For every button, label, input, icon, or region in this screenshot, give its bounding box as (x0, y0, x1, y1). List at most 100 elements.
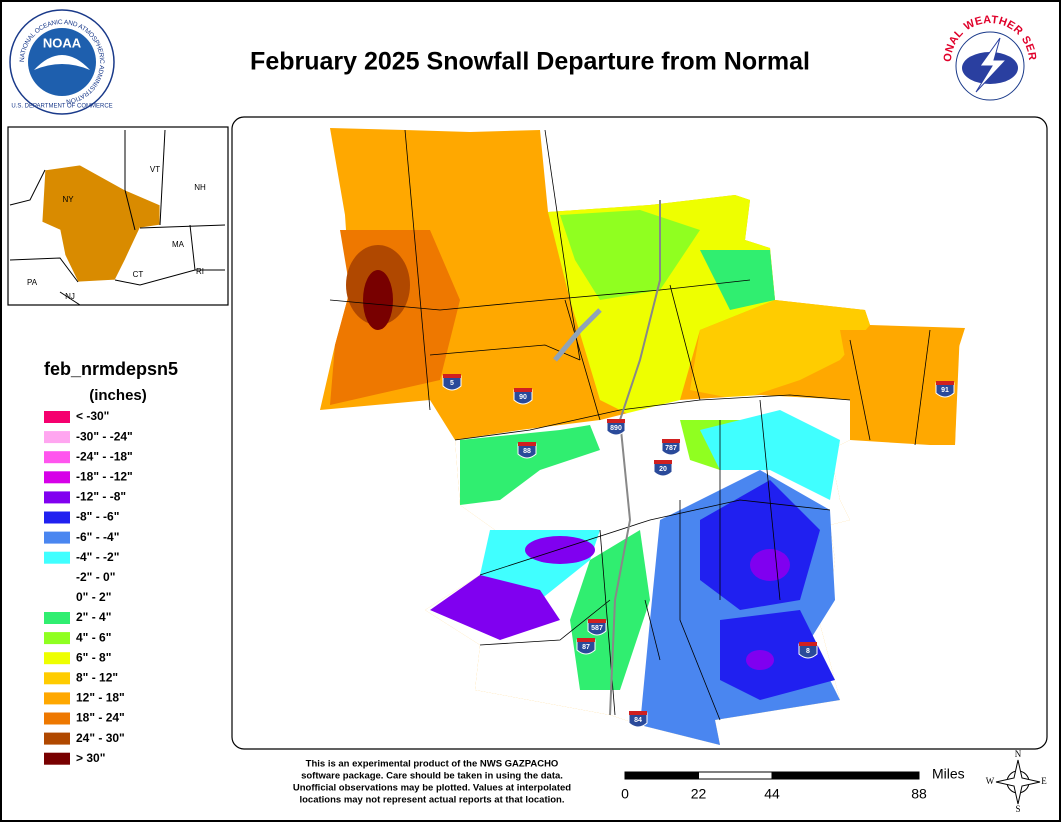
legend-swatch (44, 652, 70, 665)
legend-swatch (44, 471, 70, 484)
highway-label: 787 (665, 445, 677, 452)
legend-label: 18" - 24" (76, 711, 125, 725)
map-region (750, 549, 790, 581)
county-border (914, 329, 931, 446)
inset-border (114, 269, 225, 286)
map-region (363, 270, 393, 330)
inset-border (9, 257, 79, 283)
highway-shield (628, 712, 648, 728)
legend-label: 24" - 30" (76, 731, 125, 745)
highway-label: 587 (591, 625, 603, 632)
county-border (564, 299, 601, 421)
highway-label: 88 (523, 448, 531, 455)
inset-label: RI (196, 267, 204, 276)
inset-label: PA (27, 278, 38, 287)
legend-swatch (44, 591, 70, 604)
inset-label: MA (172, 240, 185, 249)
inset-border (59, 291, 81, 306)
map-region (720, 610, 835, 700)
legend-label: -8" - -6" (76, 510, 119, 524)
highway-shield (653, 461, 673, 477)
legend-swatch (44, 451, 70, 464)
highway-label: 5 (450, 380, 454, 387)
legend-swatch (44, 491, 70, 504)
highway-shield-top (629, 711, 647, 715)
county-border (679, 500, 721, 721)
inset-border (159, 129, 166, 226)
compass-label: E (1041, 776, 1047, 786)
map-region (746, 650, 774, 670)
nws-bolt (975, 37, 1008, 93)
county-border (479, 599, 611, 646)
title: February 2025 Snowfall Departure from No… (250, 48, 810, 76)
legend-label: 12" - 18" (76, 691, 125, 705)
scale-unit: Miles (932, 766, 965, 782)
legend-label: -4" - -2" (76, 550, 119, 564)
compass-star (995, 759, 1041, 805)
map-region (690, 300, 870, 400)
inset-label: NJ (65, 292, 75, 301)
legend-label: -24" - -18" (76, 449, 133, 463)
legend-label: 6" - 8" (76, 650, 111, 664)
highway-shield-top (662, 439, 680, 443)
county-border (669, 284, 701, 401)
legend-label: -18" - -12" (76, 469, 133, 483)
county-border (644, 599, 661, 661)
inset-label: VT (150, 165, 160, 174)
legend-swatch (44, 732, 70, 745)
highway-shield (517, 443, 537, 459)
compass-label: S (1015, 804, 1020, 814)
county-border (454, 394, 851, 441)
scale-segment (771, 771, 920, 780)
highway-shield-top (607, 419, 625, 423)
legend-label: > 30" (76, 751, 105, 765)
highway-shield-top (654, 460, 672, 464)
compass-label: N (1015, 749, 1022, 759)
legend-swatch (44, 692, 70, 705)
inset-label: NH (194, 183, 206, 192)
map-region (700, 410, 840, 500)
county-border (329, 279, 751, 311)
legend-swatch (44, 712, 70, 725)
highway-shield (606, 420, 626, 436)
legend-title: feb_nrmdepsn5 (44, 359, 178, 379)
scale-label: 0 (621, 786, 629, 802)
highway-label: 91 (941, 387, 949, 394)
disclaimer-line: This is an experimental product of the N… (306, 759, 559, 770)
highway-shield (935, 382, 955, 398)
highway-shield (513, 389, 533, 405)
legend-label: -30" - -24" (76, 429, 133, 443)
highway-shield-top (588, 619, 606, 623)
legend-label: -6" - -4" (76, 530, 119, 544)
scale-label: 88 (911, 786, 927, 802)
map-region (700, 250, 775, 310)
legend-label: 8" - 12" (76, 670, 118, 684)
map-region (560, 210, 700, 300)
legend-swatch (44, 612, 70, 624)
map-region (840, 330, 960, 445)
inset-border (9, 169, 46, 206)
map-region (700, 480, 820, 610)
highway-shield-top (799, 642, 817, 646)
legend-label: 2" - 4" (76, 610, 111, 624)
map-region (525, 536, 595, 564)
inset-label: CT (133, 270, 144, 279)
legend-swatch (44, 672, 70, 685)
map-region (460, 425, 600, 505)
legend-swatch (44, 551, 70, 564)
legend-swatch (44, 752, 70, 765)
legend-swatch (44, 431, 70, 444)
highway-shield (576, 639, 596, 655)
highway-label: 890 (610, 425, 622, 432)
inset-label: NY (62, 195, 74, 204)
highway-label: 90 (519, 394, 527, 401)
scale-label: 44 (764, 786, 780, 802)
legend-label: 4" - 6" (76, 630, 111, 644)
highway-shield-top (936, 381, 954, 385)
highway-label: 20 (659, 466, 667, 473)
legend-label: -2" - 0" (76, 570, 115, 584)
highway-shield (798, 643, 818, 659)
county-border (479, 499, 831, 576)
legend-label: -12" - -8" (76, 490, 126, 504)
